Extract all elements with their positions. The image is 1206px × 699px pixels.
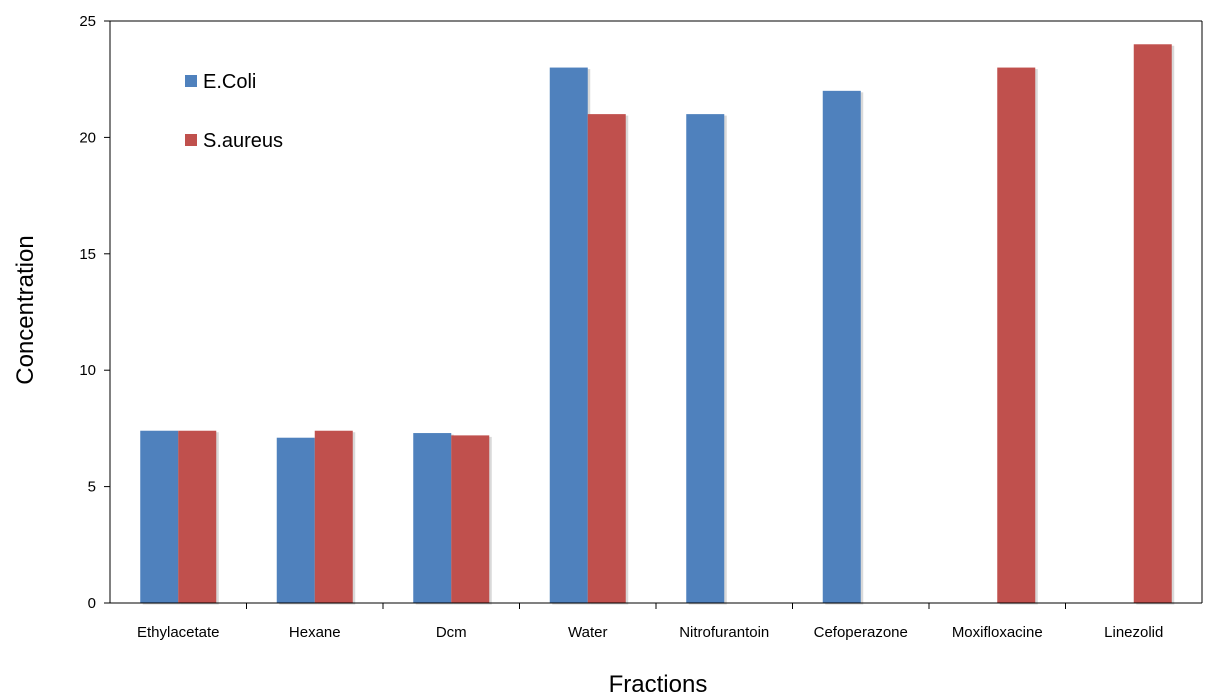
x-category-label-hexane: Hexane <box>289 624 341 641</box>
bar-s-aureus-dcm <box>451 435 490 603</box>
y-axis-title: Concentration <box>12 235 39 384</box>
x-axis-title: Fractions <box>609 671 708 698</box>
bar-s-aureus-linezolid <box>1133 44 1172 603</box>
legend-label-s-aureus: S.aureus <box>203 130 283 152</box>
legend-swatch-s-aureus <box>185 134 197 146</box>
y-tick-label: 0 <box>88 595 96 612</box>
bar-e-coli-nitrofurantoin <box>686 114 725 604</box>
bar-e-coli-water <box>549 67 588 603</box>
bar-s-aureus-ethylacetate <box>178 430 217 603</box>
bar-e-coli-hexane <box>276 437 315 603</box>
x-category-label-nitrofurantoin: Nitrofurantoin <box>679 624 769 641</box>
x-category-label-moxifloxacine: Moxifloxacine <box>952 624 1043 641</box>
legend-swatch-e-coli <box>185 75 197 87</box>
bar-e-coli-cefoperazone <box>822 90 861 604</box>
x-category-label-cefoperazone: Cefoperazone <box>814 624 908 641</box>
x-category-label-dcm: Dcm <box>436 624 467 641</box>
bar-e-coli-ethylacetate <box>140 430 179 603</box>
bar-s-aureus-moxifloxacine <box>997 67 1036 603</box>
y-tick-label: 25 <box>79 13 96 30</box>
y-ticks-layer: 0 5 10 15 20 25 <box>79 13 110 612</box>
y-tick-label: 15 <box>79 246 96 263</box>
y-tick-label: 20 <box>79 129 96 146</box>
x-category-label-water: Water <box>568 624 607 641</box>
bar-s-aureus-water <box>587 114 626 604</box>
bars-layer <box>140 44 1175 605</box>
legend-label-e-coli: E.Coli <box>203 71 256 93</box>
legend: E.Coli S.aureus <box>185 71 283 152</box>
x-categories-layer: Ethylacetate Hexane Dcm Water Nitrofurantoin… <box>137 603 1163 641</box>
axes-layer <box>109 20 1203 604</box>
y-tick-label: 5 <box>88 479 96 496</box>
x-category-label-linezolid: Linezolid <box>1104 624 1163 641</box>
bar-s-aureus-hexane <box>314 430 353 603</box>
y-tick-label: 10 <box>79 362 96 379</box>
bar-e-coli-dcm <box>413 433 452 603</box>
x-category-label-ethylacetate: Ethylacetate <box>137 624 220 641</box>
